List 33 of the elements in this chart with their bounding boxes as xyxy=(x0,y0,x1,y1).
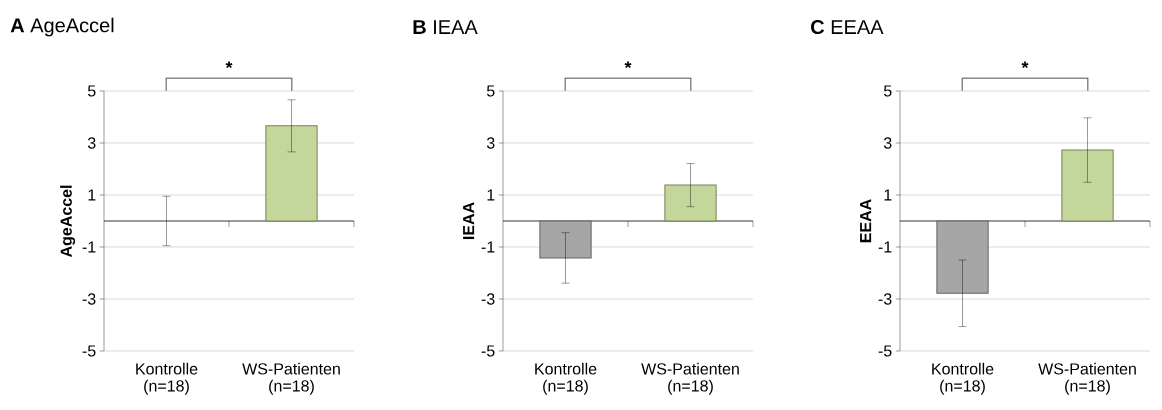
y-tick-label: -5 xyxy=(82,345,96,357)
y-tick-label: 1 xyxy=(884,189,892,201)
y-tick-label: 3 xyxy=(486,137,495,149)
x-tick-label: WS-Patienten (n=18) xyxy=(641,362,739,395)
chart-title: A AgeAccel xyxy=(10,17,114,37)
y-tick-label: -3 xyxy=(878,293,892,305)
y-tick-label: 1 xyxy=(88,189,96,201)
text: * xyxy=(624,61,632,69)
y-tick-label: -1 xyxy=(82,241,96,253)
y-tick-label: -1 xyxy=(481,241,495,253)
x-tick-label: Kontrolle (n=18) xyxy=(535,362,597,395)
chart-title: C EEAA xyxy=(811,19,884,35)
y-axis-title: EEAA xyxy=(860,199,872,243)
y-tick-label: -3 xyxy=(82,293,96,305)
text: * xyxy=(1021,61,1029,69)
y-tick-label: -1 xyxy=(878,241,892,253)
x-tick-label: WS-Patienten (n=18) xyxy=(242,362,340,395)
y-tick-label: 5 xyxy=(87,85,96,97)
y-tick-label: 5 xyxy=(883,85,892,97)
y-axis-title: IEAA xyxy=(463,202,475,240)
y-tick-label: 3 xyxy=(87,137,96,149)
y-tick-label: 1 xyxy=(487,189,495,201)
x-tick-label: WS-Patienten (n=18) xyxy=(1038,362,1136,395)
chart-title: B IEAA xyxy=(413,20,478,34)
x-tick-label: Kontrolle (n=18) xyxy=(136,362,198,395)
text: * xyxy=(225,61,233,69)
y-axis-title: AgeAccel xyxy=(60,185,76,258)
y-tick-label: 5 xyxy=(486,85,495,97)
y-tick-label: -5 xyxy=(878,345,892,357)
y-tick-label: 3 xyxy=(883,137,892,149)
y-tick-label: -3 xyxy=(481,293,495,305)
y-tick-label: -5 xyxy=(481,345,495,357)
x-tick-label: Kontrolle (n=18) xyxy=(932,362,994,395)
